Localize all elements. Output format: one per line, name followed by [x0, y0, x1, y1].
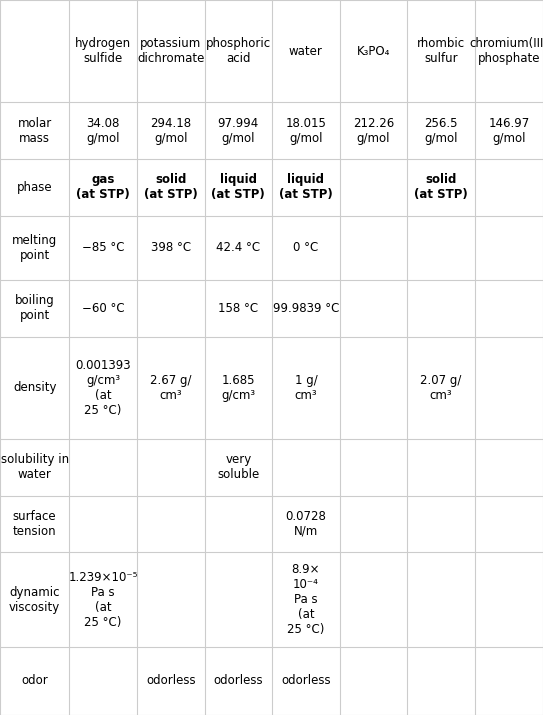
Text: density: density — [13, 381, 56, 394]
Text: dynamic
viscosity: dynamic viscosity — [9, 586, 60, 613]
Text: 8.9×
10⁻⁴
Pa s
(at
25 °C): 8.9× 10⁻⁴ Pa s (at 25 °C) — [287, 563, 325, 636]
Text: melting
point: melting point — [12, 234, 58, 262]
Text: −60 °C: −60 °C — [82, 302, 124, 315]
Text: 0.001393
g/cm³
(at
25 °C): 0.001393 g/cm³ (at 25 °C) — [75, 359, 131, 417]
Text: rhombic
sulfur: rhombic sulfur — [417, 37, 465, 65]
Text: chromium(III)
phosphate: chromium(III) phosphate — [469, 37, 543, 65]
Text: 212.26
g/mol: 212.26 g/mol — [353, 117, 394, 144]
Text: 97.994
g/mol: 97.994 g/mol — [218, 117, 259, 144]
Text: 2.07 g/
cm³: 2.07 g/ cm³ — [420, 374, 462, 402]
Text: 1.685
g/cm³: 1.685 g/cm³ — [221, 374, 255, 402]
Text: very
soluble: very soluble — [217, 453, 260, 481]
Text: 99.9839 °C: 99.9839 °C — [273, 302, 339, 315]
Text: 2.67 g/
cm³: 2.67 g/ cm³ — [150, 374, 192, 402]
Text: 1 g/
cm³: 1 g/ cm³ — [294, 374, 317, 402]
Text: 398 °C: 398 °C — [150, 241, 191, 255]
Text: 0.0728
N/m: 0.0728 N/m — [286, 510, 326, 538]
Text: boiling
point: boiling point — [15, 295, 54, 322]
Text: odorless: odorless — [146, 674, 195, 687]
Text: molar
mass: molar mass — [17, 117, 52, 144]
Text: odor: odor — [21, 674, 48, 687]
Text: liquid
(at STP): liquid (at STP) — [279, 173, 333, 201]
Text: 158 °C: 158 °C — [218, 302, 258, 315]
Text: −85 °C: −85 °C — [82, 241, 124, 255]
Text: hydrogen
sulfide: hydrogen sulfide — [75, 37, 131, 65]
Text: phase: phase — [17, 181, 53, 194]
Text: 34.08
g/mol: 34.08 g/mol — [86, 117, 120, 144]
Text: potassium
dichromate: potassium dichromate — [137, 37, 204, 65]
Text: 294.18
g/mol: 294.18 g/mol — [150, 117, 191, 144]
Text: odorless: odorless — [213, 674, 263, 687]
Text: odorless: odorless — [281, 674, 331, 687]
Text: surface
tension: surface tension — [13, 510, 56, 538]
Text: 18.015
g/mol: 18.015 g/mol — [286, 117, 326, 144]
Text: 256.5
g/mol: 256.5 g/mol — [424, 117, 458, 144]
Text: 0 °C: 0 °C — [293, 241, 319, 255]
Text: K₃PO₄: K₃PO₄ — [357, 44, 390, 58]
Text: 146.97
g/mol: 146.97 g/mol — [488, 117, 529, 144]
Text: gas
(at STP): gas (at STP) — [77, 173, 130, 201]
Text: water: water — [289, 44, 323, 58]
Text: 42.4 °C: 42.4 °C — [216, 241, 261, 255]
Text: liquid
(at STP): liquid (at STP) — [211, 173, 265, 201]
Text: solid
(at STP): solid (at STP) — [144, 173, 198, 201]
Text: solubility in
water: solubility in water — [1, 453, 69, 481]
Text: phosphoric
acid: phosphoric acid — [206, 37, 271, 65]
Text: 1.239×10⁻⁵
Pa s
(at
25 °C): 1.239×10⁻⁵ Pa s (at 25 °C) — [68, 571, 138, 628]
Text: solid
(at STP): solid (at STP) — [414, 173, 468, 201]
